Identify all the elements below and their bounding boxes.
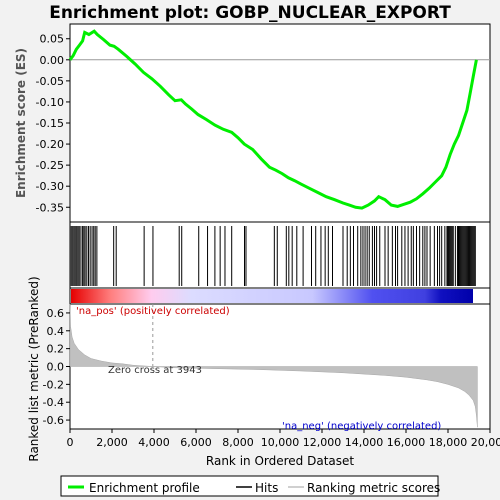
es-y-tick-label: -0.35 [36,201,64,214]
es-y-tick-label: -0.10 [36,96,64,109]
es-y-tick-label: -0.05 [36,75,64,88]
enrichment-profile-line [68,29,478,210]
x-tick-label: 12,000 [303,436,342,449]
es-y-tick-label: -0.25 [36,159,64,172]
rank-colorbar [71,289,473,303]
legend-enrichment-label: Enrichment profile [89,481,200,495]
x-tick-label: 20,000 [471,436,500,449]
x-tick-label: 16,000 [387,436,426,449]
metric-y-tick-label: -0.4 [43,396,64,409]
hit-marks [70,226,476,286]
metric-y-tick-label: 0.0 [47,361,65,374]
metric-y-tick-label: 0.4 [47,325,65,338]
metric-y-tick-label: -0.6 [43,414,64,427]
es-y-axis-label: Enrichment score (ES) [14,48,28,198]
x-axis-label: Rank in Ordered Dataset [206,454,354,468]
legend-box [60,475,439,497]
metric-y-tick-label: -0.2 [43,378,64,391]
legend-hits-label: Hits [255,481,278,495]
ranking-metric-area [69,303,478,428]
x-tick-label: 2,000 [96,436,128,449]
x-tick-label: 4,000 [138,436,170,449]
x-tick-label: 8,000 [222,436,254,449]
metric-y-axis: 0.6 0.4 0.2 0.0 -0.2 -0.4 -0.6 [43,307,70,427]
zero-cross-label: Zero cross at 3943 [108,365,202,376]
x-axis: 0 2,000 4,000 6,000 8,000 10,000 12,000 14,000 1… [67,429,500,449]
metric-y-tick-label: 0.2 [47,343,65,356]
es-y-tick-label: -0.20 [36,138,64,151]
x-tick-label: 0 [67,436,74,449]
positive-label: 'na_pos' (positively correlated) [76,306,230,317]
x-tick-label: 18,000 [429,436,468,449]
legend: Enrichment profile Hits Ranking metric s… [60,475,440,497]
x-tick-label: 10,000 [261,436,300,449]
es-panel [69,23,491,223]
es-y-axis: 0.05 0.00 -0.05 -0.10 -0.15 -0.20 -0.25 -0.30 -0… [36,33,70,214]
x-tick-label: 6,000 [180,436,212,449]
es-y-tick-label: -0.30 [36,180,64,193]
es-y-tick-label: 0.00 [40,54,65,67]
chart-title: Enrichment plot: GOBP_NUCLEAR_EXPORT [49,3,451,23]
x-tick-label: 14,000 [345,436,384,449]
es-y-tick-label: -0.15 [36,117,64,130]
metric-y-axis-label: Ranked list metric (PreRanked) [27,276,41,461]
metric-y-tick-label: 0.6 [47,307,65,320]
es-y-tick-label: 0.05 [40,33,65,46]
legend-metric-label: Ranking metric scores [307,481,440,495]
negative-label: 'na_neg' (negatively correlated) [282,421,441,432]
